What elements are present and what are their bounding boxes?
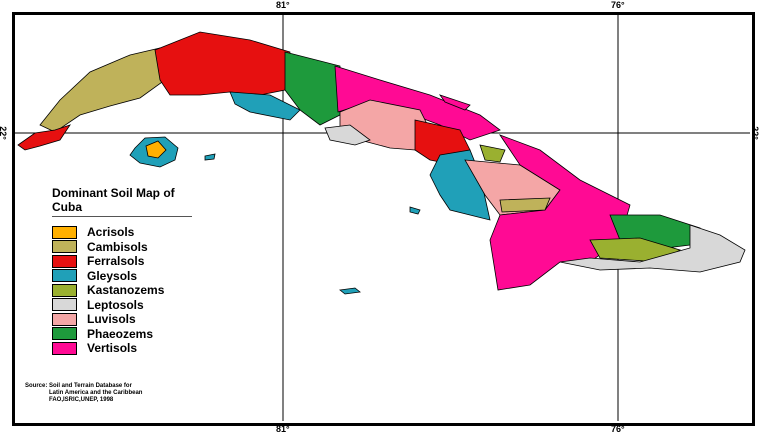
region-ferralsols-west [17, 124, 71, 151]
cay-1 [204, 153, 216, 161]
legend-item-kastanozems: Kastanozems [52, 283, 192, 298]
map-frame [12, 12, 755, 426]
legend-label: Luvisols [87, 312, 136, 327]
legend-item-gleysols: Gleysols [52, 269, 192, 284]
legend-swatch [52, 327, 77, 341]
legend-swatch [52, 254, 77, 268]
legend-swatch [52, 225, 77, 239]
legend-item-cambisols: Cambisols [52, 240, 192, 255]
source-line: Source: Soil and Terrain Database for [25, 383, 132, 389]
legend-swatch [52, 240, 77, 254]
legend-label: Phaeozems [87, 326, 154, 341]
legend-label: Vertisols [87, 341, 138, 356]
region-cambisols-east [499, 197, 551, 213]
legend-item-luvisols: Luvisols [52, 312, 192, 327]
legend-swatch [52, 283, 77, 297]
cay-3 [339, 287, 361, 295]
legend-item-phaeozems: Phaeozems [52, 327, 192, 342]
legend-swatch [52, 298, 77, 312]
source-line: FAO,ISRIC,UNEP, 1998 [49, 397, 114, 403]
legend: Dominant Soil Map of Cuba Acrisols Cambis… [52, 186, 192, 356]
lon-label-bottom-76: 76° [611, 424, 625, 434]
region-vertisols-east [489, 134, 631, 291]
legend-title: Dominant Soil Map of Cuba [52, 186, 192, 217]
lon-label-bottom-81: 81° [276, 424, 290, 434]
legend-item-ferralsols: Ferralsols [52, 254, 192, 269]
legend-label: Acrisols [87, 225, 135, 240]
cay-2 [409, 206, 421, 215]
lon-label-top-76: 76° [611, 0, 625, 10]
region-leptosols-central [324, 124, 371, 146]
region-phaeozems-west [284, 51, 341, 126]
region-leptosols-east [559, 224, 746, 273]
legend-label: Cambisols [87, 239, 148, 254]
legend-item-leptosols: Leptosols [52, 298, 192, 313]
source-line: Latin America and the Caribbean [49, 390, 143, 396]
isla-juventud-acrisols [145, 140, 167, 159]
legend-label: Leptosols [87, 297, 144, 312]
lat-label-left: 22° [0, 126, 8, 140]
legend-label: Kastanozems [87, 283, 165, 298]
lat-label-right: 22° [749, 126, 759, 140]
legend-swatch [52, 341, 77, 355]
cay-4 [438, 94, 471, 111]
legend-swatch [52, 312, 77, 326]
legend-label: Ferralsols [87, 254, 145, 269]
legend-item-acrisols: Acrisols [52, 225, 192, 240]
legend-item-vertisols: Vertisols [52, 341, 192, 356]
lon-label-top-81: 81° [276, 0, 290, 10]
legend-label: Gleysols [87, 268, 138, 283]
legend-swatch [52, 269, 77, 283]
source-note: Source: Soil and Terrain Database for La… [25, 383, 142, 404]
region-gleysols-west [229, 91, 301, 121]
region-kastanozems-east [479, 144, 506, 163]
